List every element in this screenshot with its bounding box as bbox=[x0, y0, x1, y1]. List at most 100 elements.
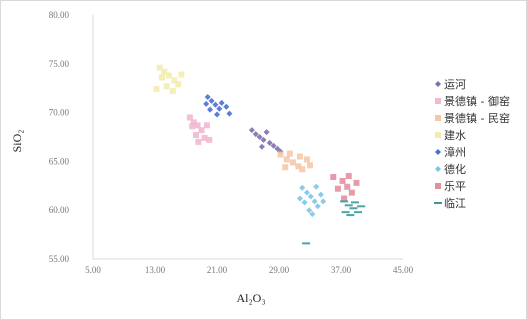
x-tick-label: 21.00 bbox=[207, 265, 228, 275]
x-tick-labels: 5.00 13.00 21.00 29.00 37.00 45.00 bbox=[85, 265, 414, 275]
data-point bbox=[296, 153, 303, 160]
data-point bbox=[354, 211, 363, 214]
data-point bbox=[311, 198, 318, 205]
x-tick-label: 29.00 bbox=[269, 265, 290, 275]
data-point bbox=[203, 100, 210, 107]
data-point bbox=[357, 205, 366, 208]
data-points bbox=[153, 64, 366, 245]
data-point bbox=[163, 83, 170, 90]
y-tick-label: 80.00 bbox=[49, 10, 70, 20]
data-point bbox=[158, 74, 165, 81]
data-point bbox=[208, 97, 215, 104]
data-point bbox=[345, 173, 352, 180]
legend-marker bbox=[435, 183, 441, 189]
legend-marker bbox=[434, 202, 442, 204]
data-point bbox=[201, 134, 208, 141]
y-tick-label: 65.00 bbox=[49, 156, 70, 166]
data-point bbox=[344, 183, 351, 190]
data-point bbox=[165, 72, 172, 79]
data-point bbox=[156, 64, 163, 71]
data-point bbox=[193, 132, 200, 139]
y-tick-label: 70.00 bbox=[49, 108, 70, 118]
data-point bbox=[307, 193, 314, 200]
data-point bbox=[349, 207, 358, 210]
data-point bbox=[252, 131, 259, 138]
data-point bbox=[266, 139, 273, 146]
data-point bbox=[302, 242, 311, 245]
data-point bbox=[306, 207, 313, 214]
data-point bbox=[330, 174, 337, 181]
data-point bbox=[341, 211, 350, 214]
data-point bbox=[260, 136, 267, 143]
data-point bbox=[274, 145, 281, 152]
data-point bbox=[339, 177, 346, 184]
data-point bbox=[295, 163, 302, 170]
data-point bbox=[282, 164, 289, 171]
data-point bbox=[317, 191, 324, 198]
data-point bbox=[258, 143, 265, 150]
data-point bbox=[289, 159, 296, 166]
data-point bbox=[198, 127, 205, 134]
x-tick-label: 45.00 bbox=[393, 265, 414, 275]
data-point bbox=[263, 129, 270, 136]
data-point bbox=[301, 199, 308, 206]
data-point bbox=[309, 211, 316, 218]
data-point bbox=[153, 86, 160, 93]
data-point bbox=[190, 119, 197, 126]
y-tick-labels: 80.00 75.00 70.00 65.00 60.00 55.00 bbox=[49, 10, 70, 264]
data-point bbox=[171, 77, 178, 84]
data-point bbox=[299, 184, 306, 191]
data-point bbox=[212, 101, 219, 108]
data-point bbox=[195, 138, 202, 145]
data-point bbox=[203, 122, 210, 129]
data-point bbox=[216, 105, 223, 112]
data-point bbox=[303, 189, 310, 196]
data-point bbox=[286, 150, 293, 157]
legend-label: 景德镇 - 民窑 bbox=[444, 111, 510, 125]
data-point bbox=[204, 93, 211, 100]
legend-label: 乐平 bbox=[444, 180, 466, 193]
data-point bbox=[194, 122, 201, 129]
data-point bbox=[186, 114, 193, 121]
data-point bbox=[340, 200, 349, 203]
x-axis-title: Al₂O₃ bbox=[236, 291, 265, 305]
data-point bbox=[307, 162, 313, 169]
legend-label: 景德镇 - 御窑 bbox=[444, 94, 510, 108]
data-point bbox=[353, 179, 360, 186]
legend-label: 漳州 bbox=[444, 145, 466, 159]
data-point bbox=[248, 127, 255, 134]
data-point bbox=[270, 142, 277, 149]
data-point bbox=[320, 198, 327, 205]
data-point bbox=[344, 204, 353, 207]
data-point bbox=[223, 103, 230, 110]
data-point bbox=[218, 99, 225, 106]
data-point bbox=[346, 214, 355, 217]
data-point bbox=[296, 195, 303, 202]
data-point bbox=[334, 185, 341, 192]
legend-label: 运河 bbox=[444, 78, 466, 91]
data-point bbox=[169, 88, 176, 95]
data-point bbox=[207, 106, 214, 113]
legend-marker bbox=[435, 115, 441, 121]
data-point bbox=[214, 111, 220, 118]
x-tick-label: 5.00 bbox=[85, 265, 101, 275]
legend-label: 临江 bbox=[444, 196, 466, 210]
axes bbox=[92, 15, 403, 260]
y-tick-label: 75.00 bbox=[49, 59, 70, 69]
data-point bbox=[161, 68, 168, 75]
data-point bbox=[277, 151, 284, 158]
legend-label: 德化 bbox=[444, 162, 466, 176]
data-point bbox=[299, 166, 306, 173]
data-point bbox=[189, 123, 196, 130]
data-point bbox=[341, 195, 348, 202]
data-point bbox=[313, 183, 320, 190]
legend-label: 建水 bbox=[444, 128, 466, 142]
data-point bbox=[314, 203, 321, 210]
legend-marker bbox=[435, 166, 441, 172]
data-point bbox=[206, 136, 213, 143]
y-axis-title: SiO₂ bbox=[10, 130, 24, 153]
data-point bbox=[348, 189, 355, 196]
